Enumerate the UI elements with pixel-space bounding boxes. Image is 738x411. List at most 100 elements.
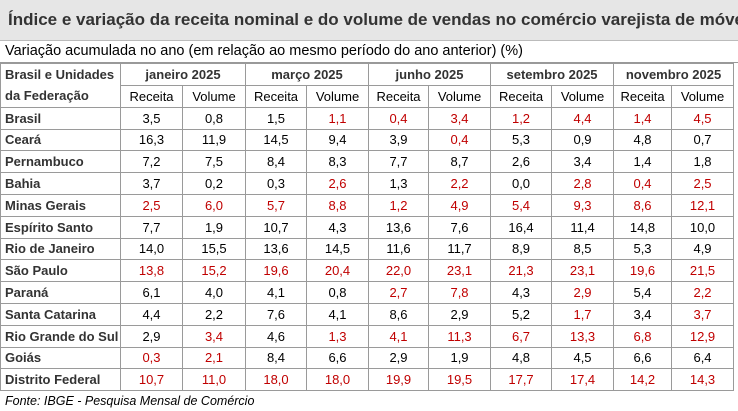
value-cell: 1,9: [427, 346, 492, 370]
value-cell: 23,1: [427, 259, 492, 283]
value-cell: 9,3: [551, 193, 615, 217]
value-cell: 13,3: [551, 324, 615, 348]
measure-header: Receita: [368, 85, 429, 108]
value-cell: 6,6: [613, 346, 673, 370]
table-body: Brasil 3,5 0,8 1,5 1,1 0,4 3,4 1,2 4,4 1,4 4,5 Cear…: [0, 106, 735, 392]
measure-header: Volume: [306, 85, 369, 108]
region-name: São Paulo: [0, 259, 121, 283]
value-cell: 19,6: [245, 259, 307, 283]
value-cell: 7,6: [245, 302, 307, 326]
value-cell: 0,8: [306, 281, 369, 304]
measure-header: Receita: [120, 85, 183, 108]
value-cell: 20,4: [306, 259, 369, 283]
value-cell: 4,8: [613, 128, 673, 152]
value-cell: 3,9: [368, 128, 429, 152]
value-cell: 5,3: [613, 237, 673, 261]
value-cell: 12,1: [671, 193, 735, 217]
data-row: Espírito Santo 7,7 1,9 10,7 4,3 13,6 7,6 16,4 11…: [0, 215, 735, 239]
table-header: Brasil e Unidades da Federação janeiro 20…: [0, 63, 735, 108]
value-cell: 2,8: [551, 172, 615, 195]
value-cell: 2,6: [306, 172, 369, 195]
value-cell: 1,3: [368, 172, 429, 195]
value-cell: 13,6: [368, 215, 429, 239]
value-cell: 2,6: [490, 150, 553, 174]
region-name: Ceará: [0, 128, 121, 152]
region-name: Rio Grande do Sul: [0, 324, 121, 348]
value-cell: 5,4: [613, 281, 673, 304]
value-cell: 4,4: [551, 106, 615, 130]
data-row: Rio Grande do Sul 2,9 3,4 4,6 1,3 4,1 11,3 6,7 1…: [0, 324, 735, 348]
value-cell: 10,7: [245, 215, 307, 239]
table-subtitle: Variação acumulada no ano (em relação ao…: [0, 41, 738, 63]
value-cell: 14,8: [613, 215, 673, 239]
data-row: São Paulo 13,8 15,2 19,6 20,4 22,0 23,1 21,3 23,…: [0, 259, 735, 283]
value-cell: 19,5: [427, 368, 492, 392]
value-cell: 4,6: [245, 324, 307, 348]
value-cell: 1,1: [306, 106, 369, 130]
period-header: setembro 2025: [490, 63, 615, 86]
value-cell: 23,1: [551, 259, 615, 283]
value-cell: 3,4: [427, 106, 492, 130]
value-cell: 11,6: [368, 237, 429, 261]
value-cell: 13,8: [120, 259, 183, 283]
value-cell: 11,3: [427, 324, 492, 348]
measure-header: Receita: [613, 85, 673, 108]
value-cell: 18,0: [245, 368, 307, 392]
value-cell: 6,1: [120, 281, 183, 304]
value-cell: 8,5: [551, 237, 615, 261]
region-name: Rio de Janeiro: [0, 237, 121, 261]
header-row: Receita Volume Receita Volume Receita Volume R…: [1, 85, 735, 108]
value-cell: 8,3: [306, 150, 369, 174]
data-row: Ceará 16,3 11,9 14,5 9,4 3,9 0,4 5,3 0,9 4,8 0,7: [0, 128, 735, 152]
value-cell: 0,9: [551, 128, 615, 152]
measure-header: Volume: [427, 85, 492, 108]
value-cell: 9,4: [306, 128, 369, 152]
value-cell: 3,4: [551, 150, 615, 174]
value-cell: 4,1: [306, 302, 369, 326]
value-cell: 8,7: [427, 150, 492, 174]
data-row: Rio de Janeiro 14,0 15,5 13,6 14,5 11,6 11,7 8,…: [0, 237, 735, 261]
value-cell: 4,3: [490, 281, 553, 304]
value-cell: 5,2: [490, 302, 553, 326]
data-row: Santa Catarina 4,4 2,2 7,6 4,1 8,6 2,9 5,2 1,7 3,…: [0, 302, 735, 326]
value-cell: 1,4: [613, 106, 673, 130]
value-cell: 7,5: [182, 150, 246, 174]
measure-header: Receita: [490, 85, 553, 108]
value-cell: 7,2: [120, 150, 183, 174]
value-cell: 2,1: [182, 346, 246, 370]
value-cell: 6,7: [490, 324, 553, 348]
value-cell: 1,7: [551, 302, 615, 326]
value-cell: 8,8: [306, 193, 369, 217]
value-cell: 8,6: [368, 302, 429, 326]
value-cell: 1,8: [671, 150, 735, 174]
region-name: Santa Catarina: [0, 302, 121, 326]
value-cell: 8,4: [245, 150, 307, 174]
value-cell: 14,5: [245, 128, 307, 152]
value-cell: 0,3: [120, 346, 183, 370]
data-row: Distrito Federal 10,7 11,0 18,0 18,0 19,9 19,5…: [0, 368, 735, 392]
measure-header: Volume: [671, 85, 735, 108]
data-row: Brasil 3,5 0,8 1,5 1,1 0,4 3,4 1,2 4,4 1,4 4,5: [0, 106, 735, 130]
value-cell: 4,5: [671, 106, 735, 130]
value-cell: 2,9: [120, 324, 183, 348]
value-cell: 0,8: [182, 106, 246, 130]
region-name: Espírito Santo: [0, 215, 121, 239]
value-cell: 0,4: [427, 128, 492, 152]
value-cell: 16,4: [490, 215, 553, 239]
data-row: Goiás 0,3 2,1 8,4 6,6 2,9 1,9 4,8 4,5 6,6 6,4: [0, 346, 735, 370]
value-cell: 1,4: [613, 150, 673, 174]
period-header: junho 2025: [367, 63, 492, 86]
value-cell: 16,3: [120, 128, 183, 152]
value-cell: 10,7: [120, 368, 183, 392]
period-header: novembro 2025: [613, 63, 735, 86]
period-header: março 2025: [245, 63, 369, 86]
value-cell: 14,2: [613, 368, 673, 392]
value-cell: 14,5: [306, 237, 369, 261]
value-cell: 2,2: [671, 281, 735, 304]
value-cell: 19,6: [613, 259, 673, 283]
value-cell: 14,0: [120, 237, 183, 261]
table-title: Índice e variação da receita nominal e d…: [0, 0, 738, 41]
value-cell: 0,7: [671, 128, 735, 152]
value-cell: 2,9: [427, 302, 492, 326]
